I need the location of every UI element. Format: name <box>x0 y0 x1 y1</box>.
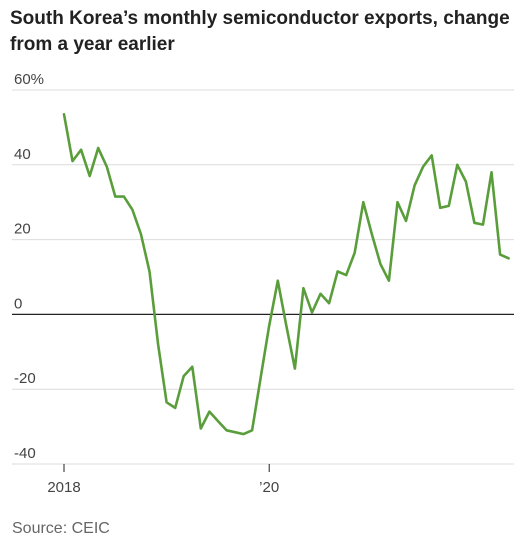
y-tick-label: 40 <box>14 146 31 163</box>
x-tick-label: ’20 <box>259 479 279 496</box>
y-tick-label: 60% <box>14 71 44 88</box>
source-note: Source: CEIC <box>12 520 110 537</box>
y-tick-label: -20 <box>14 370 36 387</box>
y-tick-label: -40 <box>14 445 36 462</box>
series-line <box>62 113 510 436</box>
x-tick-label: 2018 <box>47 479 80 496</box>
chart-title: South Korea’s monthly semiconductor expo… <box>10 8 510 55</box>
y-tick-label: 20 <box>14 221 31 238</box>
y-tick-label: 0 <box>14 295 22 312</box>
